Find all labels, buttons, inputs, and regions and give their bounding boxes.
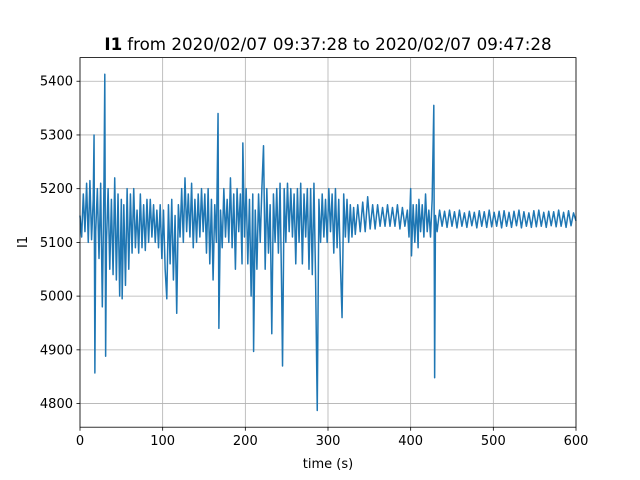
y-tick-label: 5300: [40, 128, 73, 143]
title-bold: I1: [104, 34, 122, 54]
x-tick-label: 0: [76, 434, 84, 449]
x-axis-label: time (s): [303, 457, 353, 472]
title-rest: from 2020/02/07 09:37:28 to 2020/02/07 0…: [127, 34, 551, 54]
x-tick-label: 100: [150, 434, 175, 449]
y-tick-label: 4800: [40, 397, 73, 412]
x-tick-label: 400: [398, 434, 423, 449]
x-tick-label: 200: [233, 434, 258, 449]
chart-title: I1 from 2020/02/07 09:37:28 to 2020/02/07…: [104, 34, 551, 54]
plot-frame: [79, 57, 577, 428]
y-tick-label: 5000: [40, 290, 73, 305]
y-tick-label: 5100: [40, 236, 73, 251]
x-tick-label: 500: [481, 434, 506, 449]
y-axis-label: I1: [16, 236, 31, 248]
y-tick-label: 4900: [40, 343, 73, 358]
data-line: [79, 73, 577, 412]
y-tick-label: 5400: [40, 75, 73, 90]
y-tick-label: 5200: [40, 182, 73, 197]
x-tick-label: 600: [564, 434, 589, 449]
x-tick-label: 300: [316, 434, 341, 449]
